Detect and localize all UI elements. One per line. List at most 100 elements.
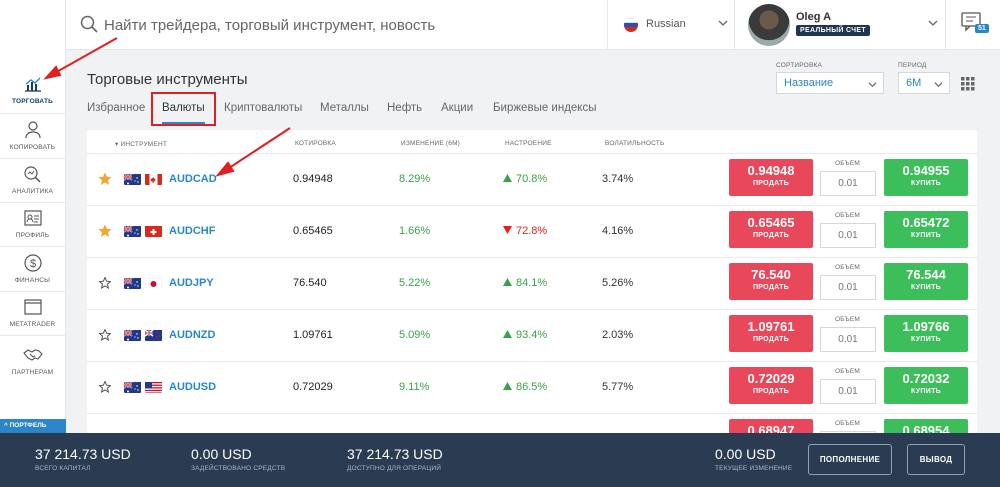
header-instrument[interactable]: ▾ ИНСТРУМЕНТ [115,141,168,148]
volume-input[interactable] [820,275,876,300]
grid-view-icon[interactable] [961,77,975,91]
main-content: Торговые инструменты СОРТИРОВКА Название… [66,50,1000,456]
sidebar-item-partners[interactable]: ПАРТНЕРАМ [0,345,65,376]
sentiment-value: 72.8% [503,225,547,237]
change-value: 5.09% [399,329,431,341]
header-quote[interactable]: КОТИРОВКА [295,140,336,147]
page-title: Торговые инструменты [87,71,248,88]
tab-crypto[interactable]: Криптовалюты [224,102,303,114]
table-row[interactable]: AUDNZD 1.09761 5.09% 93.4% 2.03% 1.09761 ПРОДА… [87,309,977,361]
volume-input[interactable] [820,327,876,352]
tab-oil[interactable]: Нефть [387,102,423,114]
sell-price: 76.540 [751,267,791,282]
buy-label: КУПИТЬ [911,336,941,343]
sidebar-item-trade[interactable]: ТОРГОВАТЬ [0,74,65,105]
messages-count-badge: 51 [975,24,989,33]
buy-label: КУПИТЬ [911,232,941,239]
divider [0,202,65,203]
instrument-symbol[interactable]: AUDCHF [169,225,216,237]
table-row[interactable]: AUDUSD 0.72029 9.11% 86.5% 5.77% 0.72029 ПРОДА… [87,361,977,413]
chat-icon [961,12,981,32]
favorite-star-icon[interactable] [99,277,111,289]
sell-button[interactable]: 0.94948 ПРОДАТЬ [729,159,813,196]
handshake-icon [22,349,43,361]
sidebar-item-copy[interactable]: КОПИРОВАТЬ [0,120,65,151]
available-value: 37 214.73 USD [347,446,443,462]
volume-input[interactable] [820,171,876,196]
messages-button[interactable]: 51 [961,12,989,38]
sentiment-percent: 93.4% [516,329,548,341]
buy-button[interactable]: 1.09766 КУПИТЬ [884,315,968,352]
table-row[interactable]: AUDCAD 0.94948 8.29% 70.8% 3.74% 0.94948 ПРОДА… [87,153,977,205]
tab-indices[interactable]: Биржевые индексы [493,102,597,114]
buy-price: 0.65472 [902,215,950,230]
header-sentiment[interactable]: НАСТРОЕНИЕ [505,140,552,147]
change-value: 9.11% [399,381,430,393]
withdraw-button[interactable]: ВЫВОД [907,444,965,475]
buy-button[interactable]: 0.94955 КУПИТЬ [884,159,968,196]
sort-select[interactable]: Название [776,72,884,94]
tab-stocks[interactable]: Акции [441,102,474,114]
sell-button[interactable]: 0.72029 ПРОДАТЬ [729,367,813,404]
sell-button[interactable]: 1.09761 ПРОДАТЬ [729,315,813,352]
sell-label: ПРОДАТЬ [752,180,790,187]
instrument-symbol[interactable]: AUDCAD [169,173,217,185]
header-change[interactable]: ИЗМЕНЕНИЕ (6М) [401,140,461,147]
favorite-star-icon[interactable] [99,329,111,341]
divider [0,158,65,159]
buy-button[interactable]: 0.65472 КУПИТЬ [884,211,968,248]
change-value: 1.66% [399,225,431,237]
tab-metals[interactable]: Металлы [320,102,369,114]
instrument-symbol[interactable]: AUDUSD [169,381,217,393]
sentiment-percent: 70.8% [516,173,548,185]
account-summary-bar: 37 214.73 USD ВСЕГО КАПИТАЛ 0.00 USD ЗАД… [0,433,1000,487]
sidebar-item-analytics[interactable]: АНАЛИТИКА [0,164,65,195]
table-row[interactable]: AUDJPY 76.540 5.22% 84.1% 5.26% 76.540 ПРОДАТЬ… [87,257,977,309]
buy-button[interactable]: 76.544 КУПИТЬ [884,263,968,300]
volatility-value: 5.77% [602,381,634,393]
sentiment-percent: 84.1% [516,277,548,289]
portfolio-label: ПОРТФЕЛЬ [9,422,47,429]
volume-input[interactable] [820,223,876,248]
svg-text:$: $ [29,258,35,270]
header-volatility[interactable]: ВОЛАТИЛЬНОСТЬ [605,140,665,147]
sidebar-item-label: КОПИРОВАТЬ [9,144,56,151]
chart-icon [24,77,41,92]
favorite-star-icon[interactable] [99,381,111,393]
volume-input[interactable] [820,379,876,404]
divider [0,246,65,247]
instrument-symbol[interactable]: AUDNZD [169,329,216,341]
sidebar-item-profile[interactable]: ПРОФИЛЬ [0,208,65,239]
user-menu[interactable]: Oleg A РЕАЛЬНЫЙ СЧЕТ [736,0,946,50]
tab-favorites[interactable]: Избранное [87,102,146,114]
sell-label: ПРОДАТЬ [752,388,790,395]
buy-label: КУПИТЬ [911,180,941,187]
search-input[interactable] [104,12,584,38]
change-value: 8.29% [399,173,431,185]
portfolio-tab[interactable]: ^ ПОРТФЕЛЬ [0,419,66,433]
sidebar-item-finance[interactable]: $ ФИНАНСЫ [0,253,65,284]
period-select[interactable]: 6M [898,72,950,94]
au-flag-icon [124,329,141,341]
dollar-icon: $ [23,254,42,272]
volatility-value: 2.03% [602,329,634,341]
sell-button[interactable]: 76.540 ПРОДАТЬ [729,263,813,300]
sidebar-item-metatrader[interactable]: METATRADER [0,297,65,328]
tab-currencies[interactable]: Валюты [162,102,205,124]
sidebar-item-label: ПРОФИЛЬ [15,232,50,239]
buy-button[interactable]: 0.72032 КУПИТЬ [884,367,968,404]
top-bar: Russian Oleg A РЕАЛЬНЫЙ СЧЕТ 51 [66,0,1000,50]
favorite-star-icon[interactable] [99,225,111,237]
language-selector[interactable]: Russian [607,0,735,50]
user-name: Oleg A [796,11,832,23]
volatility-value: 4.16% [602,225,634,237]
sell-button[interactable]: 0.65465 ПРОДАТЬ [729,211,813,248]
instrument-symbol[interactable]: AUDJPY [169,277,214,289]
sell-label: ПРОДАТЬ [752,336,790,343]
sidebar-item-label: ТОРГОВАТЬ [11,98,54,105]
favorite-star-icon[interactable] [99,173,111,185]
deposit-button[interactable]: ПОПОЛНЕНИЕ [808,444,892,475]
sentiment-value: 93.4% [503,329,547,341]
table-row[interactable]: AUDCHF 0.65465 1.66% 72.8% 4.16% 0.65465 ПРОДА… [87,205,977,257]
